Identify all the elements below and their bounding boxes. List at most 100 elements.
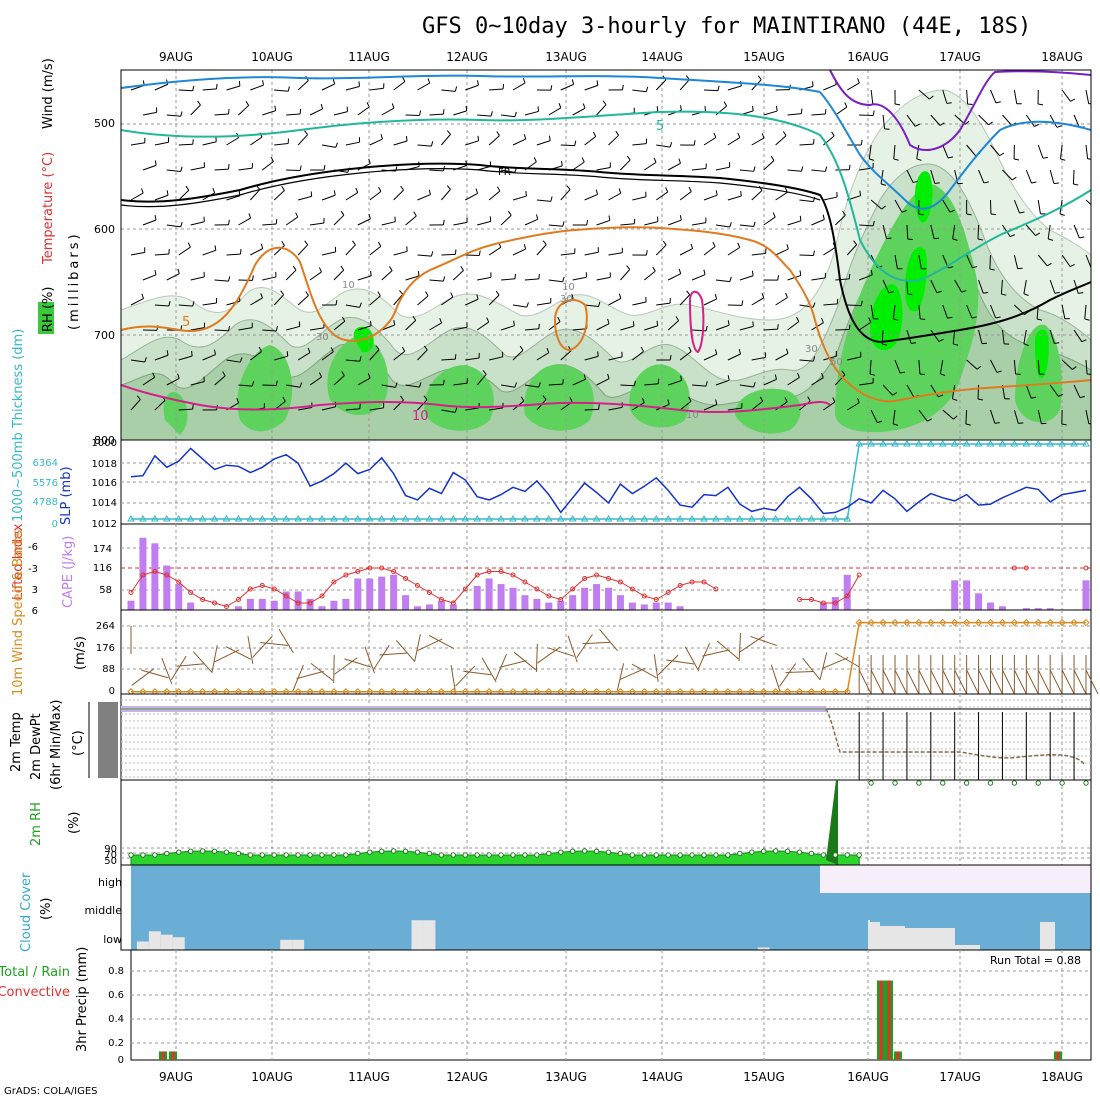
wind-barb <box>345 359 360 362</box>
wind-barb <box>238 217 251 226</box>
wind-barb <box>703 298 717 306</box>
wind-barb-flag <box>859 190 862 196</box>
wind-barb <box>977 224 980 240</box>
cape-bar <box>151 543 159 610</box>
rh-marker <box>414 849 421 855</box>
surface-barb-flag <box>870 669 884 695</box>
wind-barb-flag <box>535 214 539 220</box>
thickness-marker <box>938 440 947 447</box>
cape-bar <box>473 585 481 610</box>
wind-barb-flag <box>562 221 565 227</box>
wind-barb-flag <box>562 379 564 385</box>
li-marker <box>832 600 838 606</box>
surface-barb <box>631 663 657 679</box>
surface-barb <box>225 646 252 660</box>
wind-barb-flag <box>983 291 989 294</box>
wind-barb-flag <box>1061 423 1067 426</box>
li-marker <box>128 590 134 595</box>
precip-legend-total: Total / Rain <box>0 965 70 980</box>
precip-ylabel: 3hr Precip (mm) <box>75 947 90 1052</box>
cape-bar <box>987 602 994 610</box>
wind-barb <box>178 408 193 411</box>
wind-barb-flag <box>1079 395 1085 399</box>
wind-barb-flag <box>999 152 1005 157</box>
li-marker <box>403 576 409 581</box>
wind-barb-flag <box>1069 263 1075 267</box>
wind-barb <box>1037 409 1042 424</box>
wind-barb <box>703 89 719 92</box>
cape-bar <box>258 598 266 610</box>
wind-barb <box>154 354 169 361</box>
wind-barb <box>715 379 730 386</box>
wind-barb <box>202 354 216 361</box>
wind-tick-3: 0 <box>109 686 115 697</box>
li-marker <box>629 586 635 592</box>
cape-bar <box>557 600 565 610</box>
wind-barb-flag <box>641 397 645 403</box>
wind-barb <box>775 353 789 361</box>
rh-marker <box>749 849 755 855</box>
wind-barb <box>417 144 432 147</box>
wind-barb-flag <box>801 166 804 172</box>
surface-barb <box>296 670 324 680</box>
wind-barb-flag <box>656 106 659 112</box>
wind-barb-flag <box>860 139 863 146</box>
wind-barb <box>393 189 404 201</box>
thick-tick-2: 4788 <box>33 497 58 508</box>
cape-bar <box>1034 608 1042 610</box>
wind-barb-flag <box>546 347 550 353</box>
surface-barb <box>141 669 169 679</box>
wind-barb-flag <box>566 185 571 190</box>
wind-barb <box>238 105 250 116</box>
wind-barb-flag <box>688 346 692 352</box>
wind-barb-flag <box>260 243 264 249</box>
wind-barb <box>142 164 157 171</box>
wind-barb-flag <box>761 133 765 139</box>
cloud-level-high: high <box>98 876 122 889</box>
wind-barb <box>918 304 921 319</box>
rh-marker <box>832 852 839 858</box>
wind-barb <box>166 377 180 386</box>
surface-barb <box>364 646 376 674</box>
wind-barb <box>952 329 956 344</box>
wind-barb-flag <box>1056 125 1062 128</box>
wind-barb <box>596 104 607 116</box>
wind-barb-flag <box>238 80 241 87</box>
wind-barb <box>787 169 802 172</box>
wind-barb <box>990 304 997 319</box>
wind-speed-marker <box>1022 618 1031 627</box>
thickness-marker <box>1070 440 1078 447</box>
li-marker <box>247 586 253 592</box>
wind-barb-flag <box>842 210 846 216</box>
wind-barb-flag <box>523 244 527 250</box>
cape-bar <box>342 598 350 610</box>
wind-barb-flag <box>971 316 977 319</box>
thickness-marker <box>198 515 207 522</box>
wind-barb-flag <box>892 392 898 396</box>
wind-barb <box>381 384 396 388</box>
thickness-marker <box>855 440 864 447</box>
date-bottom-18AUG: 18AUG <box>1041 1070 1083 1084</box>
surface-barb-flag <box>942 669 956 695</box>
cloud-low-bar <box>1040 922 1055 950</box>
wind-barb-flag <box>812 139 815 145</box>
wind-barb <box>202 249 216 256</box>
wind-barb-flag <box>737 242 741 248</box>
wind-barb <box>1013 409 1019 424</box>
wind-barb <box>727 137 741 146</box>
wind-barb <box>679 248 693 256</box>
wind-barb-flag <box>562 276 565 282</box>
wind-barb-flag <box>522 78 526 84</box>
rh-marker <box>426 850 433 857</box>
li-tick-4: 6 <box>32 606 38 617</box>
wind-barb <box>524 110 539 116</box>
wind-barb <box>178 246 191 256</box>
wind-barb <box>142 274 157 281</box>
wind-barb <box>166 224 181 228</box>
cloud-yunit: (%) <box>39 898 54 921</box>
wind-barb <box>417 399 428 411</box>
contour-label-10: 10 <box>412 409 429 424</box>
rh-markers <box>128 780 1089 858</box>
surface-barb <box>576 634 593 658</box>
wind-barb <box>357 377 371 386</box>
